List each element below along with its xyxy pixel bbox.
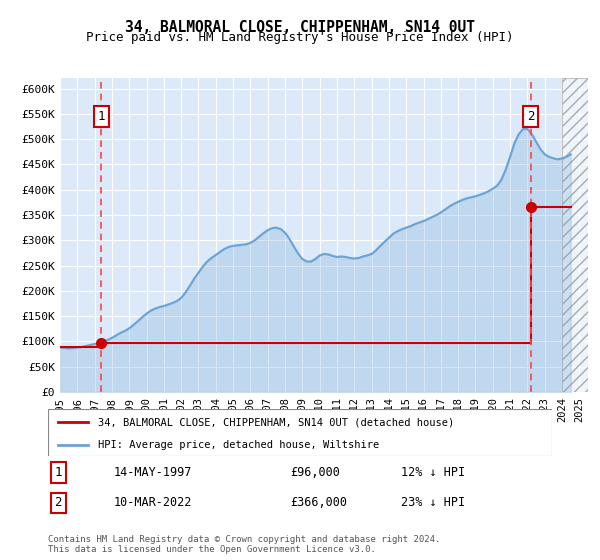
Text: Contains HM Land Registry data © Crown copyright and database right 2024.
This d: Contains HM Land Registry data © Crown c… xyxy=(48,535,440,554)
Text: 34, BALMORAL CLOSE, CHIPPENHAM, SN14 0UT (detached house): 34, BALMORAL CLOSE, CHIPPENHAM, SN14 0UT… xyxy=(98,417,455,427)
Text: Price paid vs. HM Land Registry's House Price Index (HPI): Price paid vs. HM Land Registry's House … xyxy=(86,31,514,44)
Text: 1: 1 xyxy=(97,110,105,123)
Text: 12% ↓ HPI: 12% ↓ HPI xyxy=(401,466,465,479)
Text: 1: 1 xyxy=(55,466,62,479)
Text: 14-MAY-1997: 14-MAY-1997 xyxy=(113,466,192,479)
Text: HPI: Average price, detached house, Wiltshire: HPI: Average price, detached house, Wilt… xyxy=(98,440,380,450)
Text: 10-MAR-2022: 10-MAR-2022 xyxy=(113,496,192,509)
Text: 34, BALMORAL CLOSE, CHIPPENHAM, SN14 0UT: 34, BALMORAL CLOSE, CHIPPENHAM, SN14 0UT xyxy=(125,20,475,35)
Text: £366,000: £366,000 xyxy=(290,496,347,509)
Text: 23% ↓ HPI: 23% ↓ HPI xyxy=(401,496,465,509)
FancyBboxPatch shape xyxy=(48,409,552,456)
Text: £96,000: £96,000 xyxy=(290,466,340,479)
Text: 2: 2 xyxy=(527,110,535,123)
Text: 2: 2 xyxy=(55,496,62,509)
